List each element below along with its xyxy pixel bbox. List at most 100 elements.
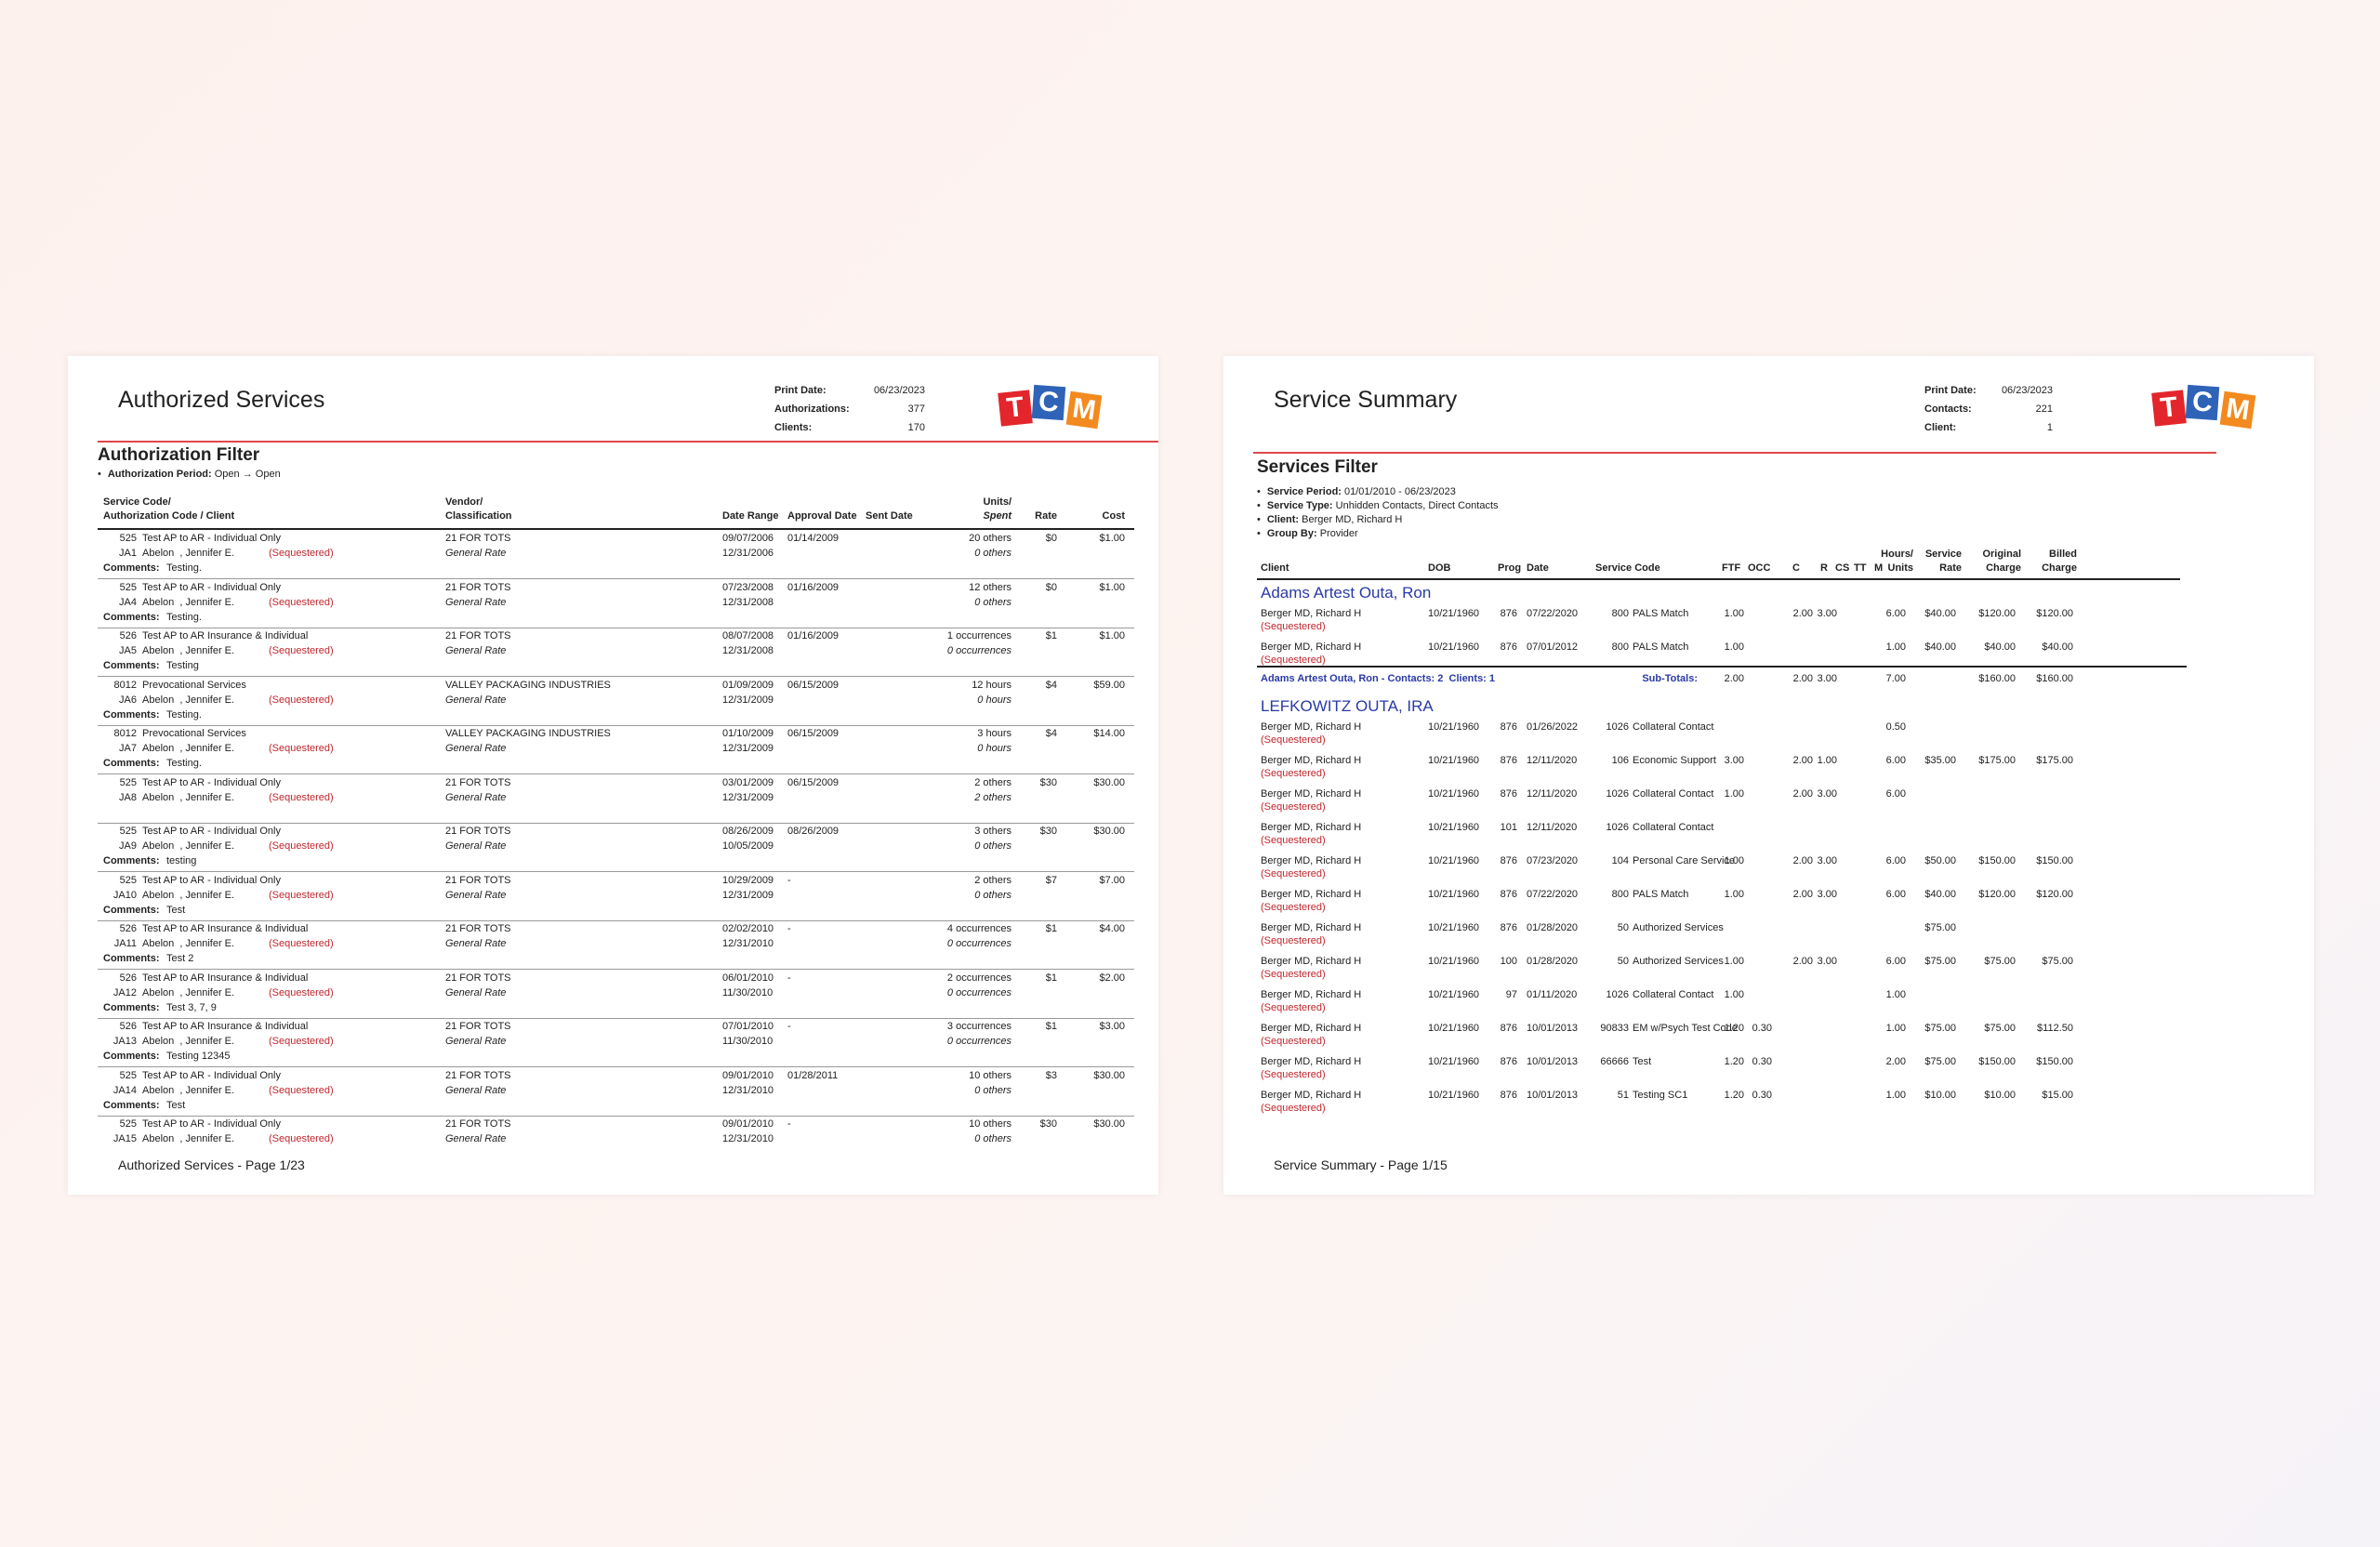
header-divider <box>98 441 1158 443</box>
sequestered-label: (Sequestered) <box>269 938 334 949</box>
service-date: 01/28/2020 <box>1527 956 1579 967</box>
authorization-entry: 525 Test AP to AR - Individual Only JA10 Ab… <box>98 872 1134 921</box>
filter-title: Services Filter <box>1257 457 1378 477</box>
rate: $3 <box>1045 1069 1057 1081</box>
ftf: 1.20 <box>1724 1023 1744 1034</box>
ftf: 3.00 <box>1724 755 1744 766</box>
comment-text: Testing. <box>166 758 202 769</box>
service-code: 50 <box>1617 922 1629 933</box>
authorization-entry: 525 Test AP to AR - Individual Only JA14 Ab… <box>98 1067 1134 1117</box>
rate: $0 <box>1045 533 1057 544</box>
filter-value: Unhidden Contacts, Direct Contacts <box>1335 500 1499 511</box>
rate: $30 <box>1039 776 1057 788</box>
client-name: Abelon , Jennifer E. <box>142 1036 235 1047</box>
dob: 10/21/1960 <box>1428 608 1480 619</box>
units: 12 hours <box>972 679 1012 691</box>
col-header-m: M <box>1874 562 1884 574</box>
comments-label: Comments: <box>103 855 160 866</box>
rate: $4 <box>1045 679 1057 691</box>
billed-charge: $150.00 <box>2036 1056 2073 1067</box>
ftf: 1.00 <box>1724 608 1744 619</box>
meta-label: Print Date: <box>1924 385 1977 396</box>
sequestered-label: (Sequestered) <box>1261 621 1326 632</box>
sequestered-label: (Sequestered) <box>1261 1002 1326 1013</box>
billed-charge: $175.00 <box>2036 755 2073 766</box>
prog: 876 <box>1500 608 1517 619</box>
col-header-tt: TT <box>1854 562 1867 574</box>
service-rate: $40.00 <box>1924 641 1956 653</box>
dob: 10/21/1960 <box>1428 641 1480 653</box>
logo-letter-m: M <box>2219 390 2256 430</box>
page-title: Authorized Services <box>118 387 325 413</box>
cost: $30.00 <box>1093 776 1125 788</box>
meta-value: 1 <box>2046 422 2053 433</box>
billed-charge: $75.00 <box>2042 956 2073 967</box>
billed-charge: $120.00 <box>2036 608 2073 619</box>
client-name: Berger MD, Richard H <box>1261 1023 1362 1034</box>
meta-label: Client: <box>1924 422 1957 433</box>
comment-text: testing <box>166 855 197 866</box>
authorization-code: JA6 <box>119 694 137 706</box>
c-value: 2.00 <box>1792 956 1813 967</box>
service-code: 525 <box>119 533 137 544</box>
occ: 0.30 <box>1752 1056 1772 1067</box>
meta-row: Clients: 170 <box>774 418 925 437</box>
client-group-name: LEFKOWITZ OUTA, IRA <box>1261 697 1434 715</box>
logo-letter-t: T <box>2151 390 2187 427</box>
prog: 876 <box>1500 755 1517 766</box>
comment-text: Testing. <box>166 611 202 623</box>
original-charge: $10.00 <box>1984 1090 2016 1101</box>
logo-letter-c: C <box>1031 384 1066 421</box>
client-name: Abelon , Jennifer E. <box>142 889 235 901</box>
approval-date: - <box>787 1021 791 1032</box>
col-header-client: Client <box>1261 562 1289 574</box>
c-value: 2.00 <box>1792 855 1813 866</box>
prog: 876 <box>1500 721 1517 733</box>
client-name: Abelon , Jennifer E. <box>142 938 235 949</box>
authorization-entry: 526 Test AP to AR Insurance & Individual J… <box>98 970 1134 1019</box>
authorization-entry: 526 Test AP to AR Insurance & Individual J… <box>98 920 1134 970</box>
page-footer: Service Summary - Page 1/15 <box>1274 1157 1448 1172</box>
hours-units: 1.00 <box>1885 989 1906 1000</box>
occ: 0.30 <box>1752 1090 1772 1101</box>
authorization-entry: 8012 Prevocational Services JA6 Abelon , Je… <box>98 677 1134 726</box>
authorization-entry: 526 Test AP to AR Insurance & Individual J… <box>98 628 1134 677</box>
r-value: 3.00 <box>1817 855 1837 866</box>
vendor-name: VALLEY PACKAGING INDUSTRIES <box>445 679 611 691</box>
prog: 876 <box>1500 641 1517 653</box>
hours-units: 1.00 <box>1885 1090 1906 1101</box>
authorization-code: JA7 <box>119 743 137 754</box>
client-name: Berger MD, Richard H <box>1261 922 1362 933</box>
service-name: PALS Match <box>1633 608 1689 619</box>
subtotal-heading: Sub-Totals: <box>1642 673 1698 684</box>
subtotal-rule <box>1257 666 2187 668</box>
classification: General Rate <box>445 743 507 754</box>
date-start: 03/01/2009 <box>722 776 774 788</box>
filter-value: Provider <box>1319 528 1358 539</box>
service-name: Prevocational Services <box>142 728 246 739</box>
sequestered-label: (Sequestered) <box>1261 1036 1326 1047</box>
service-code: 525 <box>119 581 137 593</box>
service-code: 525 <box>119 874 137 886</box>
authorization-code: JA8 <box>119 791 137 803</box>
hours-units: 6.00 <box>1885 788 1906 800</box>
service-date: 10/01/2013 <box>1527 1023 1579 1034</box>
filter-label: Client: <box>1266 514 1300 525</box>
date-end: 11/30/2010 <box>722 1036 774 1047</box>
service-name: Test AP to AR - Individual Only <box>142 1069 281 1081</box>
date-end: 12/31/2009 <box>722 743 774 754</box>
vendor-name: 21 FOR TOTS <box>445 874 511 886</box>
comment-text: Test 2 <box>166 953 194 964</box>
meta-row: Client: 1 <box>1924 418 2053 437</box>
units: 12 others <box>969 581 1012 593</box>
service-rate: $40.00 <box>1924 889 1956 900</box>
service-name: PALS Match <box>1633 641 1689 653</box>
filter-list: Service Period: 01/01/2010 - 06/23/2023S… <box>1257 485 1499 541</box>
sequestered-label: (Sequestered) <box>1261 1103 1326 1114</box>
classification: General Rate <box>445 889 507 901</box>
comment-text: Test <box>166 904 186 916</box>
approval-date: 01/16/2009 <box>787 630 840 641</box>
service-date: 10/01/2013 <box>1527 1090 1579 1101</box>
units-spent: 0 others <box>974 840 1012 852</box>
units-spent: 0 hours <box>977 694 1012 706</box>
